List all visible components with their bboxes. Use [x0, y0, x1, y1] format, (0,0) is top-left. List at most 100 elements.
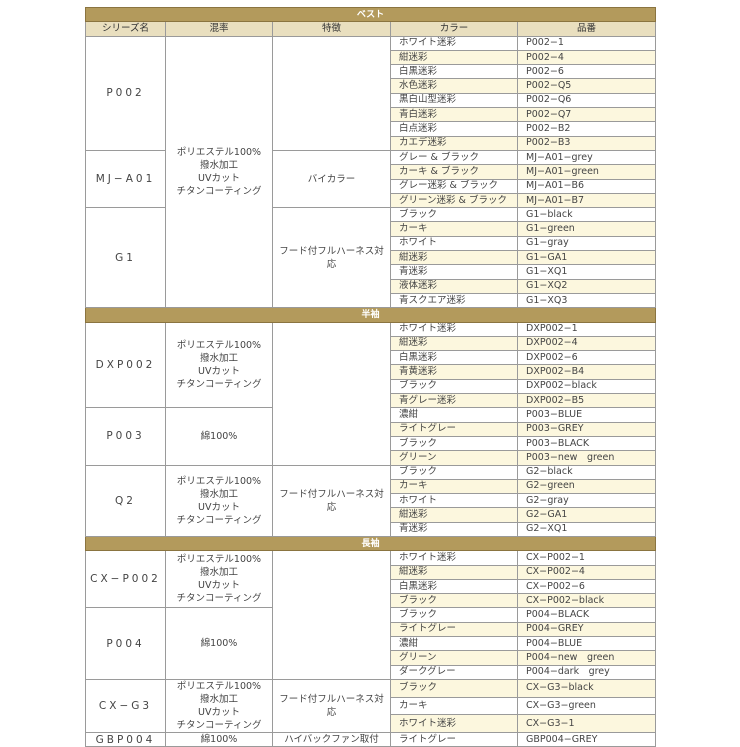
product-code-cell: G1−GA1 — [516, 250, 657, 266]
table-row: グリーン P003−new green — [86, 450, 657, 466]
color-cell: カーキ & ブラック — [390, 164, 518, 180]
color-cell: 濃紺 — [390, 407, 518, 423]
color-cell: ホワイト迷彩 — [390, 35, 518, 51]
product-code-cell: MJ−A01−grey — [516, 149, 657, 166]
feature-cell — [272, 321, 391, 466]
product-code-cell: P004−dark grey — [516, 664, 657, 680]
color-cell: 青白迷彩 — [390, 107, 518, 123]
table-row: 黒白山型迷彩 P002−Q6 — [86, 92, 657, 109]
table-row: 白黒迷彩 P002−6 — [86, 64, 657, 80]
table-row: カーキ & ブラック MJ−A01−green — [86, 164, 657, 180]
product-code-cell: P003−GREY — [516, 421, 657, 437]
color-cell: グリーン迷彩 & ブラック — [390, 192, 518, 209]
table-row: DXP002 ポリエステル100% 撥水加工 UVカット チタンコーティング ホワイト迷彩… — [85, 321, 657, 466]
table-row: 紺迷彩 G2−GA1 — [86, 507, 657, 523]
product-code-cell: P004−new green — [516, 650, 657, 666]
product-code-cell: CX−P002−6 — [516, 578, 657, 595]
mix-cell: 綿100% — [165, 607, 273, 680]
product-code-cell: DXP002−black — [516, 378, 657, 395]
color-cell: 紺迷彩 — [390, 49, 518, 66]
product-code-cell: DXP002−4 — [516, 335, 657, 352]
feature-cell — [272, 550, 391, 680]
color-cell: ホワイト — [390, 235, 518, 252]
product-code-cell: G1−black — [516, 207, 657, 223]
color-cell: ライトグレー — [390, 621, 518, 638]
product-code-cell: P003−BLUE — [516, 407, 657, 423]
product-code-cell: P002−B3 — [516, 135, 657, 151]
table-row: カエデ迷彩 P002−B3 — [86, 135, 657, 151]
product-code-cell: CX−P002−1 — [516, 550, 657, 566]
color-cell: カーキ — [390, 221, 518, 237]
table-row: G1 フード付フルハーネス対応 ブラック G1−black — [85, 207, 657, 309]
product-code-cell: P004−BLACK — [516, 607, 657, 623]
feature-cell: フード付フルハーネス対応 — [272, 464, 391, 537]
series-name: G1 — [85, 207, 166, 309]
series-name: P003 — [85, 407, 166, 466]
series-name: DXP002 — [85, 321, 166, 409]
color-cell: 紺迷彩 — [390, 507, 518, 523]
table-row: ホワイト G1−gray — [86, 235, 657, 252]
product-code-cell: P004−BLUE — [516, 636, 657, 652]
mix-cell: ポリエステル100% 撥水加工 UVカット チタンコーティング — [165, 464, 273, 537]
product-code-cell: MJ−A01−B7 — [516, 192, 657, 209]
color-cell: 青迷彩 — [390, 521, 518, 537]
product-code-cell: P002−4 — [516, 49, 657, 66]
color-cell: ブラック — [390, 593, 518, 609]
product-code-cell: P002−6 — [516, 64, 657, 80]
table-row: 紺迷彩 P002−4 — [86, 49, 657, 66]
section-bar: 半袖 — [84, 307, 657, 323]
product-code-cell: DXP002−B5 — [516, 393, 657, 409]
header-product-code: 品番 — [516, 21, 657, 37]
color-cell: ダークグレー — [390, 664, 518, 680]
color-cell: カーキ — [390, 696, 518, 716]
product-code-cell: G1−green — [516, 221, 657, 237]
series-name: CX−P002 — [85, 550, 166, 609]
color-cell: 青迷彩 — [390, 264, 518, 280]
series-name: P004 — [85, 607, 166, 680]
header-feature: 特徴 — [272, 21, 391, 37]
color-cell: 水色迷彩 — [390, 78, 518, 94]
mix-cell: ポリエステル100% 撥水加工 UVカット チタンコーティング — [165, 321, 273, 409]
product-code-cell: G2−black — [516, 464, 657, 480]
color-cell: 紺迷彩 — [390, 250, 518, 266]
color-cell: ブラック — [390, 464, 518, 480]
color-cell: ホワイト迷彩 — [390, 714, 518, 733]
series-name: MJ−A01 — [85, 149, 166, 209]
color-cell: 青スクエア迷彩 — [390, 292, 518, 309]
series-name: P002 — [85, 35, 166, 151]
product-code-cell: P002−Q6 — [516, 92, 657, 109]
product-code-cell: MJ−A01−green — [516, 164, 657, 180]
product-code-cell: G1−XQ3 — [516, 292, 657, 309]
table-row: グリーン迷彩 & ブラック MJ−A01−B7 — [86, 192, 657, 209]
color-cell: 白黒迷彩 — [390, 64, 518, 80]
header-series-name: シリーズ名 — [85, 21, 166, 37]
product-code-cell: P004−GREY — [516, 621, 657, 638]
table-row: ライトグレー P003−GREY — [86, 421, 657, 437]
color-cell: ブラック — [390, 435, 518, 452]
table-row: CX−P002 ポリエステル100% 撥水加工 UVカット チタンコーティング ホワイト迷… — [85, 550, 657, 680]
product-code-cell: G1−gray — [516, 235, 657, 252]
product-code-cell: G2−GA1 — [516, 507, 657, 523]
table-row: ダークグレー P004−dark grey — [86, 664, 657, 680]
color-cell: カーキ — [390, 478, 518, 495]
color-cell: ブラック — [390, 207, 518, 223]
feature-cell: フード付フルハーネス対応 — [272, 678, 391, 733]
color-cell: 白黒迷彩 — [390, 350, 518, 366]
table-row: カーキ G2−green — [86, 478, 657, 495]
mix-cell: ポリエステル100% 撥水加工 UVカット チタンコーティング — [165, 678, 273, 733]
color-cell: 白黒迷彩 — [390, 578, 518, 595]
table-row: 紺迷彩 CX−P002−4 — [86, 564, 657, 580]
color-cell: 紺迷彩 — [390, 335, 518, 352]
table-row: 白点迷彩 P002−B2 — [86, 121, 657, 137]
color-cell: ブラック — [390, 678, 518, 698]
series-name: Q2 — [85, 464, 166, 537]
product-code-cell: CX−P002−black — [516, 593, 657, 609]
product-code-cell: G1−XQ2 — [516, 278, 657, 294]
mix-cell: ポリエステル100% 撥水加工 UVカット チタンコーティング — [165, 35, 273, 309]
color-cell: 紺迷彩 — [390, 564, 518, 580]
color-cell: ブラック — [390, 378, 518, 395]
product-code-cell: G2−XQ1 — [516, 521, 657, 537]
mix-cell: ポリエステル100% 撥水加工 UVカット チタンコーティング — [165, 550, 273, 609]
feature-cell: フード付フルハーネス対応 — [272, 207, 391, 309]
table-row: カーキ G1−green — [86, 221, 657, 237]
